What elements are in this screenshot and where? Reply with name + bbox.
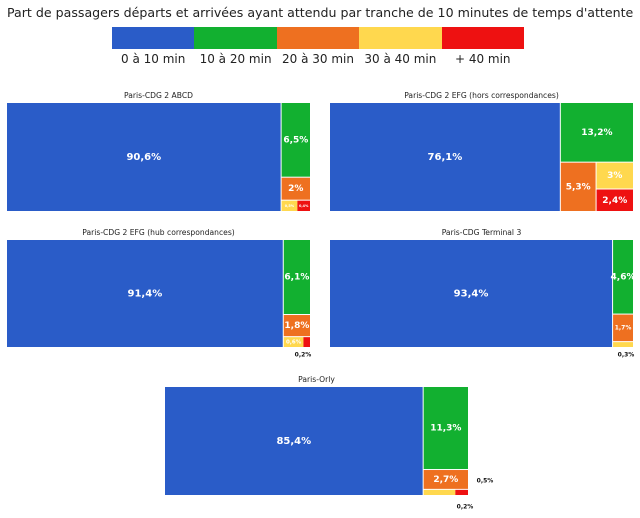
treemap-cell-40-plus — [297, 200, 310, 211]
data-label-30-40: 0,6% — [286, 340, 302, 346]
data-label-0-10: 90,6% — [126, 152, 161, 163]
data-label-10-20: 6,1% — [284, 273, 309, 283]
legend-label-10-20: 10 à 20 min — [199, 52, 272, 66]
data-label-10-20: 13,2% — [581, 128, 612, 138]
treemap-title: Paris-CDG 2 EFG (hub correspondances) — [82, 228, 235, 237]
data-label-30-40: 3% — [607, 171, 622, 181]
data-label-30-40: 0,5% — [285, 204, 295, 208]
legend-label-20-30: 20 à 30 min — [281, 52, 354, 66]
treemap-cell-30-40 — [613, 342, 633, 347]
data-label-20-30: 2% — [288, 184, 303, 194]
data-label-40-plus: 0,2% — [295, 352, 312, 359]
data-label-0-10: 93,4% — [454, 289, 489, 300]
legend-label-40-plus: + 40 min — [454, 52, 511, 66]
legend-swatch-20-30 — [276, 27, 360, 49]
treemap-cell-20-30 — [283, 315, 310, 337]
legend-swatch-0-10 — [112, 27, 195, 49]
data-label-20-30: 1,7% — [615, 324, 632, 331]
treemap-cell-30-40 — [423, 489, 456, 495]
legend-label-30-40: 30 à 40 min — [364, 52, 437, 66]
data-label-10-20: 6,5% — [283, 135, 308, 145]
legend-swatch-40-plus — [441, 27, 524, 49]
treemap-cell-30-40 — [281, 200, 298, 211]
treemap-cell-0-10 — [7, 240, 283, 347]
treemap-panel-0: Paris-CDG 2 ABCD 90,6% 6,5% 2% 0,5% 0,4% — [7, 91, 310, 211]
data-label-0-10: 85,4% — [276, 436, 311, 447]
data-label-40-plus: 0,2% — [457, 504, 474, 511]
data-label-40-plus: 0,4% — [299, 204, 309, 208]
legend-swatch-10-20 — [194, 27, 277, 49]
legend-labels: 0 à 10 min 10 à 20 min 20 à 30 min 30 à … — [112, 52, 524, 68]
chart-main-title: Part de passagers départs et arrivées ay… — [7, 5, 634, 20]
treemap-title: Paris-CDG Terminal 3 — [442, 228, 522, 237]
treemap-panel-3: Paris-CDG Terminal 3 93,4% 4,6% 1,7% 0,3% — [330, 228, 636, 359]
treemap-cell-20-30 — [423, 470, 468, 489]
treemap-panel-1: Paris-CDG 2 EFG (hors correspondances) 76… — [330, 91, 633, 211]
legend-swatch-30-40 — [359, 27, 442, 49]
treemap-cell-30-40 — [596, 162, 633, 189]
treemap-cell-0-10 — [330, 240, 613, 347]
treemap-cell-10-20 — [560, 103, 633, 162]
legend-label-0-10: 0 à 10 min — [121, 52, 186, 66]
treemap-cell-0-10 — [165, 387, 423, 495]
data-label-10-20: 11,3% — [430, 424, 461, 434]
data-label-40-plus: 2,4% — [602, 196, 627, 206]
treemap-cell-10-20 — [281, 103, 310, 177]
data-label-20-30: 1,8% — [284, 321, 309, 331]
treemap-title: Paris-CDG 2 EFG (hors correspondances) — [404, 91, 559, 100]
data-label-0-10: 91,4% — [128, 289, 163, 300]
treemap-cell-40-plus — [596, 189, 633, 211]
data-label-30-40: 0,3% — [618, 352, 635, 359]
treemap-title: Paris-CDG 2 ABCD — [124, 91, 193, 100]
treemap-cell-10-20 — [283, 240, 310, 315]
data-label-20-30: 5,3% — [566, 182, 591, 192]
treemap-cell-10-20 — [613, 240, 633, 314]
treemap-title: Paris-Orly — [298, 375, 335, 384]
treemap-cell-40-plus — [303, 337, 310, 347]
data-label-30-40: 0,5% — [477, 478, 494, 485]
treemap-cell-20-30 — [613, 314, 633, 342]
treemap-cell-20-30 — [560, 162, 596, 211]
data-label-0-10: 76,1% — [428, 152, 463, 163]
treemap-panel-4: Paris-Orly 85,4% 11,3% 2,7% 0,5% 0,2% — [165, 375, 493, 511]
treemap-cell-0-10 — [330, 103, 560, 211]
treemap-cell-30-40 — [283, 337, 304, 347]
treemap-panel-2: Paris-CDG 2 EFG (hub correspondances) 91,… — [7, 228, 311, 359]
treemap-cell-0-10 — [7, 103, 281, 211]
treemap-cell-20-30 — [281, 177, 310, 200]
data-label-20-30: 2,7% — [433, 475, 458, 485]
treemap-cell-10-20 — [423, 387, 468, 470]
legend-color-bar — [112, 27, 524, 49]
treemap-cell-40-plus — [455, 489, 468, 495]
data-label-10-20: 4,6% — [611, 272, 636, 282]
